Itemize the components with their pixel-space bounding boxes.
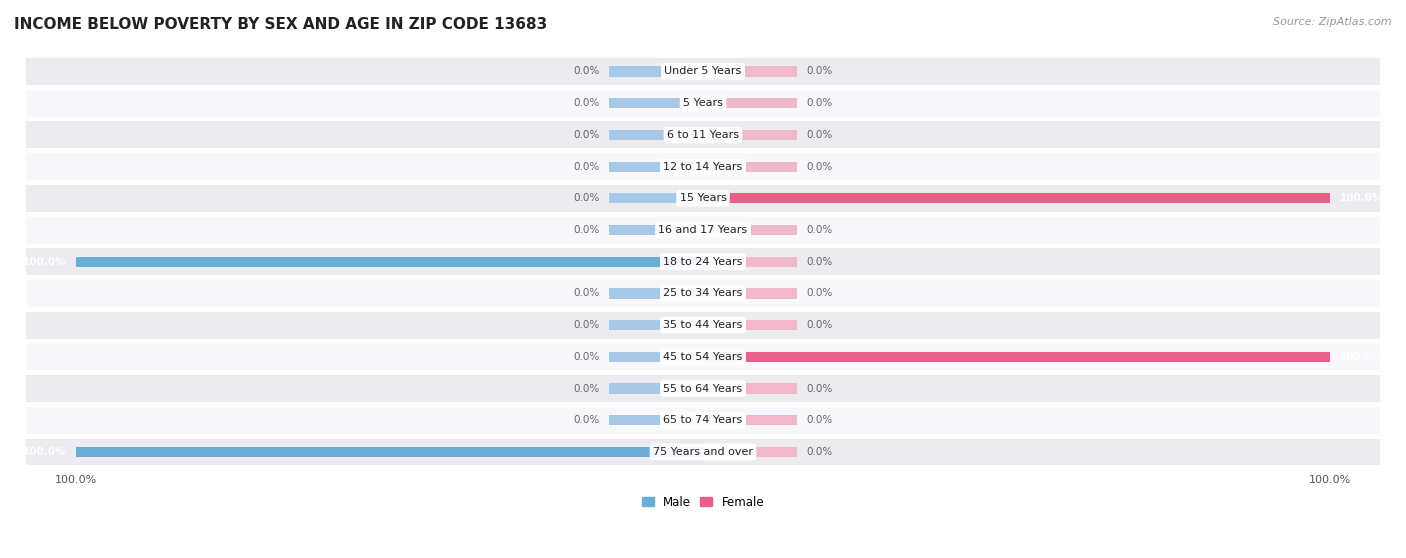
Text: 0.0%: 0.0% <box>574 225 599 235</box>
Text: 6 to 11 Years: 6 to 11 Years <box>666 130 740 140</box>
Bar <box>609 193 703 204</box>
Bar <box>13 217 1393 243</box>
Text: 0.0%: 0.0% <box>807 98 832 108</box>
Text: Source: ZipAtlas.com: Source: ZipAtlas.com <box>1274 17 1392 27</box>
Bar <box>13 312 1393 339</box>
Bar <box>13 58 1393 85</box>
Text: 0.0%: 0.0% <box>574 130 599 140</box>
Text: 65 to 74 Years: 65 to 74 Years <box>664 415 742 425</box>
Bar <box>609 383 703 394</box>
Text: 0.0%: 0.0% <box>807 257 832 267</box>
Text: 0.0%: 0.0% <box>574 288 599 299</box>
Bar <box>609 98 703 108</box>
Bar <box>703 257 797 267</box>
Text: 5 Years: 5 Years <box>683 98 723 108</box>
Text: 0.0%: 0.0% <box>807 66 832 76</box>
Bar <box>76 447 703 457</box>
Bar <box>13 280 1393 307</box>
Bar <box>703 130 797 140</box>
Text: 15 Years: 15 Years <box>679 193 727 203</box>
Bar <box>609 225 703 235</box>
Text: 0.0%: 0.0% <box>807 415 832 425</box>
Text: 0.0%: 0.0% <box>807 320 832 330</box>
Bar <box>13 439 1393 465</box>
Text: 75 Years and over: 75 Years and over <box>652 447 754 457</box>
Bar <box>13 90 1393 117</box>
Text: 35 to 44 Years: 35 to 44 Years <box>664 320 742 330</box>
Bar <box>703 161 797 172</box>
Text: INCOME BELOW POVERTY BY SEX AND AGE IN ZIP CODE 13683: INCOME BELOW POVERTY BY SEX AND AGE IN Z… <box>14 17 547 32</box>
Bar <box>703 225 797 235</box>
Text: 0.0%: 0.0% <box>807 383 832 393</box>
Bar <box>13 185 1393 212</box>
Bar <box>703 447 797 457</box>
Text: Under 5 Years: Under 5 Years <box>665 66 741 76</box>
Text: 0.0%: 0.0% <box>574 66 599 76</box>
Bar <box>76 257 703 267</box>
Bar <box>609 352 703 362</box>
Bar <box>703 383 797 394</box>
Bar <box>13 407 1393 434</box>
Text: 25 to 34 Years: 25 to 34 Years <box>664 288 742 299</box>
Text: 100.0%: 100.0% <box>1340 352 1384 362</box>
Text: 0.0%: 0.0% <box>574 98 599 108</box>
Bar <box>703 98 797 108</box>
Text: 100.0%: 100.0% <box>22 257 66 267</box>
Text: 0.0%: 0.0% <box>807 130 832 140</box>
Text: 0.0%: 0.0% <box>574 162 599 172</box>
Text: 0.0%: 0.0% <box>574 415 599 425</box>
Text: 100.0%: 100.0% <box>1340 193 1384 203</box>
Bar <box>609 288 703 299</box>
Bar <box>703 66 797 76</box>
Text: 0.0%: 0.0% <box>807 225 832 235</box>
Bar <box>13 248 1393 275</box>
Text: 45 to 54 Years: 45 to 54 Years <box>664 352 742 362</box>
Text: 100.0%: 100.0% <box>22 447 66 457</box>
Bar <box>13 122 1393 148</box>
Bar <box>609 161 703 172</box>
Bar <box>13 343 1393 371</box>
Text: 0.0%: 0.0% <box>574 193 599 203</box>
Text: 0.0%: 0.0% <box>807 447 832 457</box>
Text: 55 to 64 Years: 55 to 64 Years <box>664 383 742 393</box>
Legend: Male, Female: Male, Female <box>637 491 769 513</box>
Text: 0.0%: 0.0% <box>807 288 832 299</box>
Bar <box>703 193 1330 204</box>
Text: 12 to 14 Years: 12 to 14 Years <box>664 162 742 172</box>
Bar <box>609 130 703 140</box>
Text: 18 to 24 Years: 18 to 24 Years <box>664 257 742 267</box>
Text: 16 and 17 Years: 16 and 17 Years <box>658 225 748 235</box>
Bar <box>703 352 1330 362</box>
Bar <box>703 288 797 299</box>
Bar <box>609 66 703 76</box>
Bar <box>609 320 703 330</box>
Bar <box>703 320 797 330</box>
Text: 0.0%: 0.0% <box>574 383 599 393</box>
Text: 0.0%: 0.0% <box>574 352 599 362</box>
Text: 0.0%: 0.0% <box>574 320 599 330</box>
Bar <box>13 153 1393 180</box>
Bar <box>13 375 1393 402</box>
Bar <box>703 415 797 425</box>
Bar <box>609 415 703 425</box>
Text: 0.0%: 0.0% <box>807 162 832 172</box>
